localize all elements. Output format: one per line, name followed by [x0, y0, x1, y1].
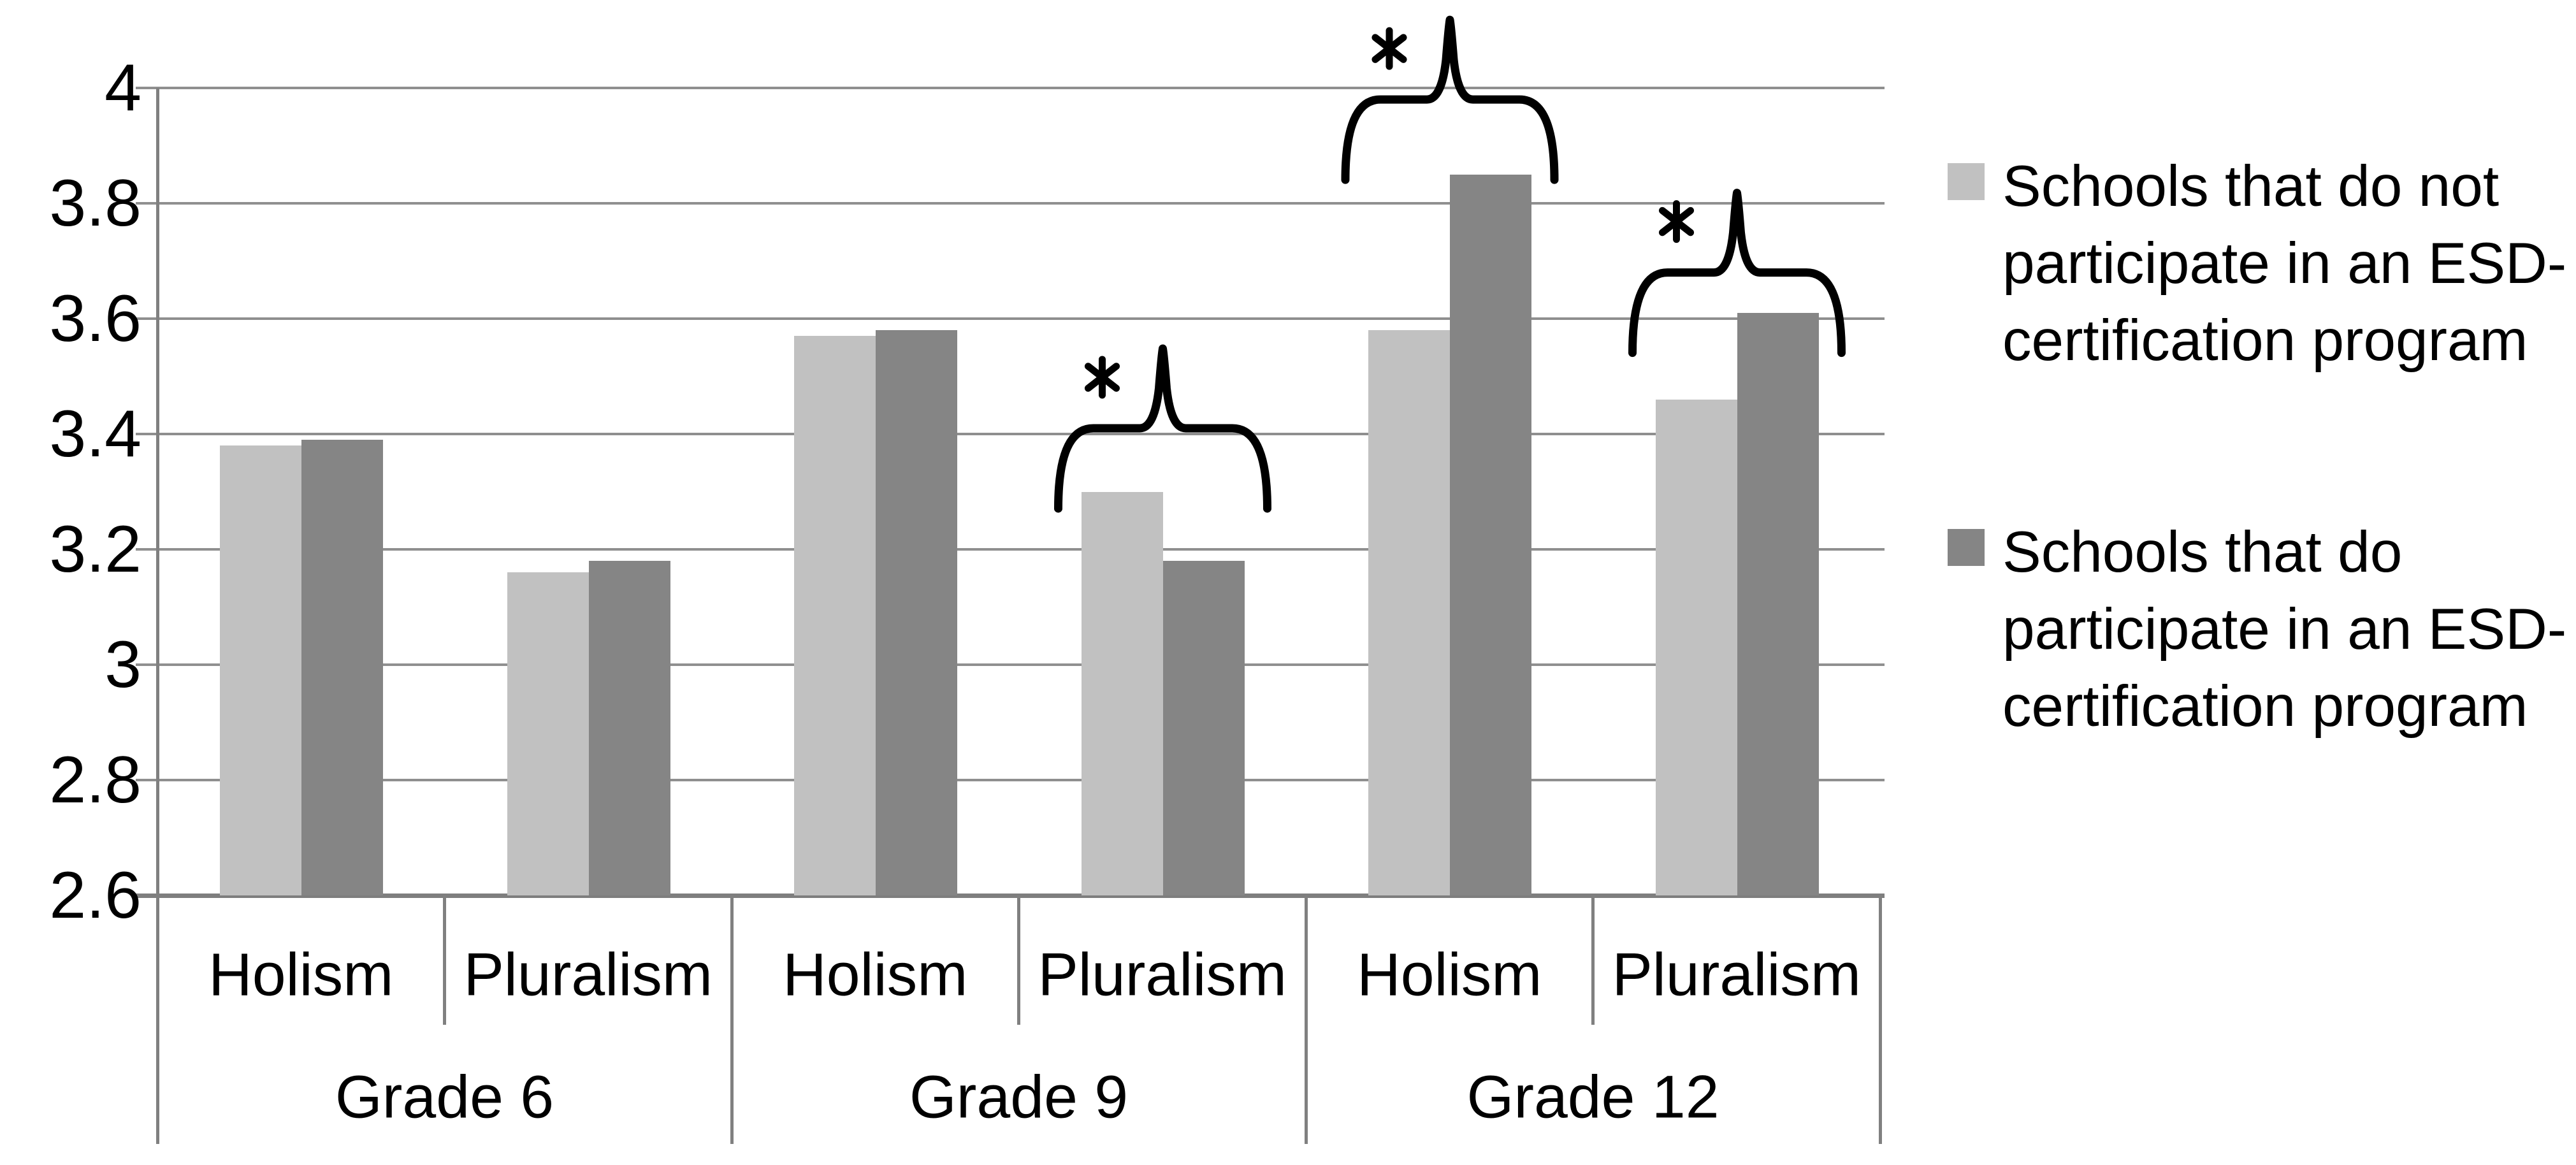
significance-brace: [1054, 344, 1271, 513]
category-separator-line: [1591, 895, 1595, 1025]
bar-grade6-pluralism-participating: [588, 561, 670, 895]
y-gridline: [136, 317, 1885, 320]
category-separator-line: [443, 895, 446, 1025]
bar-grade12-holism-non-participating: [1368, 330, 1450, 895]
category-label: Pluralism: [1612, 941, 1862, 1009]
y-tick-label: 4: [105, 51, 141, 125]
bar-grade6-holism-non-participating: [220, 445, 301, 895]
y-tick-label: 3: [105, 628, 141, 702]
legend-swatch-light-icon: [1948, 163, 1985, 200]
bar-grade9-holism-non-participating: [794, 336, 876, 895]
y-gridline: [136, 433, 1885, 435]
y-gridline: [136, 202, 1885, 205]
y-gridline: [136, 663, 1885, 666]
category-label: Holism: [783, 941, 968, 1009]
y-tick-label: 2.6: [49, 858, 141, 932]
y-tick-label: 3.2: [49, 512, 141, 586]
category-label: Pluralism: [463, 941, 713, 1009]
y-tick-label: 2.8: [49, 743, 141, 817]
legend-label: Schools that do participate in an ESD- c…: [2002, 514, 2566, 745]
group-separator-line: [730, 895, 734, 1144]
grade-label: Grade 9: [909, 1063, 1129, 1131]
y-tick-label: 3.4: [49, 397, 141, 471]
grade-label: Grade 6: [335, 1063, 554, 1131]
asterisk-icon: [1084, 356, 1120, 399]
bar-grade12-pluralism-participating: [1737, 312, 1819, 895]
legend-swatch-dark-icon: [1948, 529, 1985, 566]
y-axis-line: [156, 88, 159, 1144]
y-gridline: [136, 548, 1885, 551]
legend-entry-no-participation: Schools that do not participate in an ES…: [1948, 148, 2566, 379]
group-separator-line: [1878, 895, 1882, 1144]
y-gridline: [136, 87, 1885, 89]
bar-grade12-holism-participating: [1450, 174, 1531, 895]
bar-grade9-pluralism-non-participating: [1081, 491, 1163, 895]
grade-label: Grade 12: [1466, 1063, 1719, 1131]
legend-line: Schools that do not: [2002, 154, 2500, 219]
y-tick-label: 3.6: [49, 282, 141, 356]
significance-brace: [1341, 15, 1559, 184]
category-label: Holism: [1357, 941, 1542, 1009]
x-axis-line: [136, 894, 1885, 898]
legend-line: certification program: [2002, 674, 2528, 739]
bar-grade12-pluralism-non-participating: [1655, 399, 1737, 895]
bar-grade9-holism-participating: [876, 330, 957, 895]
y-gridline: [136, 779, 1885, 781]
legend-entry-participation: Schools that do participate in an ESD- c…: [1948, 514, 2566, 745]
asterisk-icon: [1371, 27, 1407, 70]
category-separator-line: [1017, 895, 1020, 1025]
bar-grade6-holism-participating: [301, 440, 383, 895]
y-tick-label: 3.8: [49, 166, 141, 240]
bar-grade6-pluralism-non-participating: [507, 572, 589, 895]
group-separator-line: [1304, 895, 1308, 1144]
category-label: Holism: [208, 941, 394, 1009]
asterisk-icon: [1658, 200, 1695, 243]
legend-label: Schools that do not participate in an ES…: [2002, 148, 2566, 379]
legend-line: certification program: [2002, 308, 2528, 373]
legend-line: participate in an ESD-: [2002, 597, 2567, 662]
bar-grade9-pluralism-participating: [1162, 561, 1245, 895]
significance-brace: [1628, 189, 1846, 358]
category-label: Pluralism: [1038, 941, 1287, 1009]
legend-line: participate in an ESD-: [2002, 231, 2567, 296]
legend-line: Schools that do: [2002, 520, 2403, 584]
